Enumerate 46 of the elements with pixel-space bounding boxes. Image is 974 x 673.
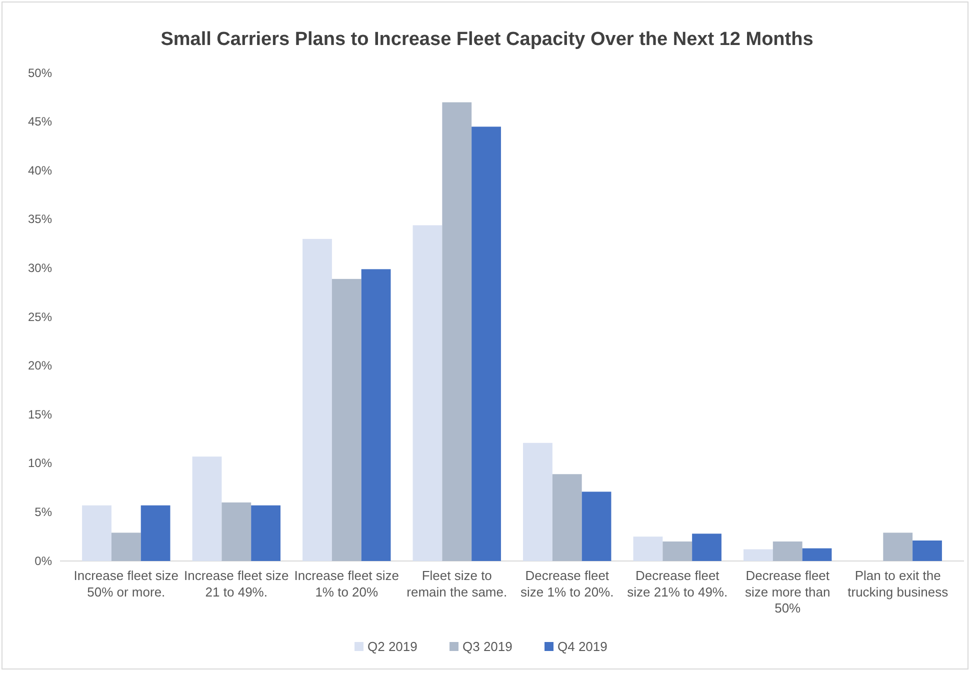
- bar: [332, 278, 362, 561]
- bar: [111, 532, 141, 561]
- y-tick-label: 20%: [28, 358, 52, 373]
- y-tick-label: 10%: [28, 456, 52, 470]
- bar: [692, 534, 722, 561]
- bar: [412, 225, 442, 561]
- bar: [82, 505, 112, 561]
- x-tick-label: Increase fleet size 50% or more.: [74, 568, 179, 600]
- legend-label: Q2 2019: [368, 639, 418, 654]
- bar: [744, 549, 773, 561]
- legend-label: Q4 2019: [558, 639, 608, 654]
- bar: [472, 126, 501, 561]
- bar: [772, 541, 802, 561]
- bar: [883, 532, 913, 561]
- bar: [912, 540, 942, 561]
- bar: [302, 238, 332, 561]
- y-tick-label: 30%: [28, 261, 52, 276]
- bar: [192, 456, 222, 561]
- y-tick-label: 5%: [34, 505, 52, 520]
- bar: [662, 541, 692, 561]
- bar: [802, 548, 832, 561]
- y-tick-label: 50%: [28, 66, 52, 80]
- bar: [633, 536, 663, 561]
- bar: [552, 474, 582, 561]
- legend-label: Q3 2019: [462, 639, 512, 654]
- bar: [361, 269, 391, 561]
- bar: [523, 442, 552, 561]
- x-tick-label: Decrease fleet size 21% to 49%.: [627, 568, 728, 600]
- bar: [442, 102, 472, 561]
- y-tick-label: 40%: [28, 163, 52, 178]
- x-tick-label: Increase fleet size 1% to 20%: [294, 568, 400, 600]
- y-tick-label: 0%: [34, 554, 52, 568]
- x-tick-label: Decrease fleet size more than 50%: [744, 568, 830, 616]
- x-tick-label: Decrease fleet size 1% to 20%.: [520, 568, 614, 600]
- bar: [251, 505, 280, 561]
- y-tick-label: 45%: [28, 114, 52, 129]
- x-tick-label: Fleet size to remain the same.: [406, 568, 508, 600]
- x-tick-label: Plan to exit the trucking business: [848, 568, 949, 600]
- bar: [582, 492, 612, 561]
- x-tick-label: Increase fleet size 21 to 49%.: [184, 568, 289, 600]
- bar: [140, 505, 170, 561]
- chart-title: Small Carriers Plans to Increase Fleet Capacity Over the Next 12 Months: [160, 29, 814, 50]
- bar: [222, 502, 252, 561]
- y-tick-label: 35%: [28, 212, 52, 226]
- y-tick-label: 25%: [28, 310, 52, 324]
- y-tick-label: 15%: [28, 407, 52, 422]
